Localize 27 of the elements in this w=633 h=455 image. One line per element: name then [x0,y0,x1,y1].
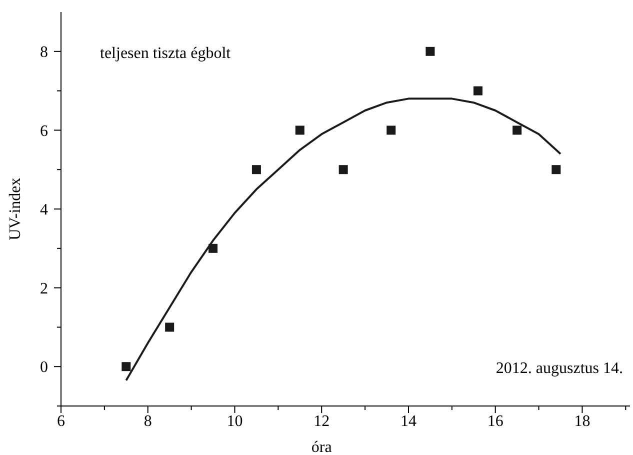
y-tick-label: 2 [40,280,48,298]
x-tick-label: 8 [144,413,152,430]
point [426,46,435,56]
point [473,86,482,96]
point [295,126,304,135]
point [338,165,348,174]
y-axis-title: UV-index [7,178,24,240]
y-tick-label: 8 [40,44,48,61]
x-tick-label: 18 [574,413,590,430]
point [512,126,522,135]
point [122,362,131,372]
x-axis-title: óra [311,439,332,455]
x-tick-label: 16 [487,413,504,430]
annotation: 2012. augusztus 14. [496,360,623,377]
point [208,244,218,253]
y-tick-label: 6 [40,122,48,140]
x-tick-label: 12 [314,413,330,430]
x-tick-label: 14 [400,413,416,430]
point [252,165,261,174]
x-tick-label: 6 [57,413,65,430]
point [552,165,561,174]
y-tick-label: 0 [40,359,48,376]
y-tick-label: 4 [40,202,48,219]
point [165,322,174,332]
annotation: teljesen tiszta égbolt [100,45,232,62]
x-tick-label: 10 [226,413,243,430]
point [386,126,396,135]
